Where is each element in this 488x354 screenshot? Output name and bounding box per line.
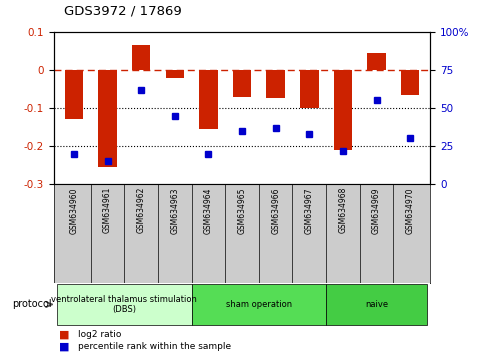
Bar xyxy=(366,53,385,70)
Bar xyxy=(57,284,191,325)
Bar xyxy=(232,70,251,97)
Bar xyxy=(333,70,351,150)
Text: sham operation: sham operation xyxy=(225,300,291,309)
Text: GSM634963: GSM634963 xyxy=(170,187,179,234)
Text: GSM634968: GSM634968 xyxy=(338,187,346,233)
Text: ■: ■ xyxy=(59,341,69,351)
Bar xyxy=(165,70,183,78)
Text: GSM634964: GSM634964 xyxy=(203,187,212,234)
Bar xyxy=(325,284,426,325)
Bar xyxy=(98,70,117,167)
Bar xyxy=(266,70,285,98)
Text: GSM634969: GSM634969 xyxy=(371,187,380,234)
Text: GSM634966: GSM634966 xyxy=(271,187,280,234)
Text: GSM634970: GSM634970 xyxy=(405,187,414,234)
Bar xyxy=(400,70,419,95)
Bar xyxy=(64,70,83,119)
Text: percentile rank within the sample: percentile rank within the sample xyxy=(78,342,231,351)
Text: GSM634960: GSM634960 xyxy=(69,187,78,234)
Text: GDS3972 / 17869: GDS3972 / 17869 xyxy=(63,5,181,18)
Text: ventrolateral thalamus stimulation
(DBS): ventrolateral thalamus stimulation (DBS) xyxy=(51,295,197,314)
Text: GSM634961: GSM634961 xyxy=(103,187,112,233)
Text: GSM634962: GSM634962 xyxy=(137,187,145,233)
Text: protocol: protocol xyxy=(12,299,51,309)
Bar xyxy=(191,284,325,325)
Text: ■: ■ xyxy=(59,330,69,339)
Text: log2 ratio: log2 ratio xyxy=(78,330,122,339)
Text: GSM634967: GSM634967 xyxy=(304,187,313,234)
Bar xyxy=(300,70,318,108)
Text: GSM634965: GSM634965 xyxy=(237,187,246,234)
Bar xyxy=(132,45,150,70)
Text: naive: naive xyxy=(364,300,387,309)
Bar xyxy=(199,70,217,129)
